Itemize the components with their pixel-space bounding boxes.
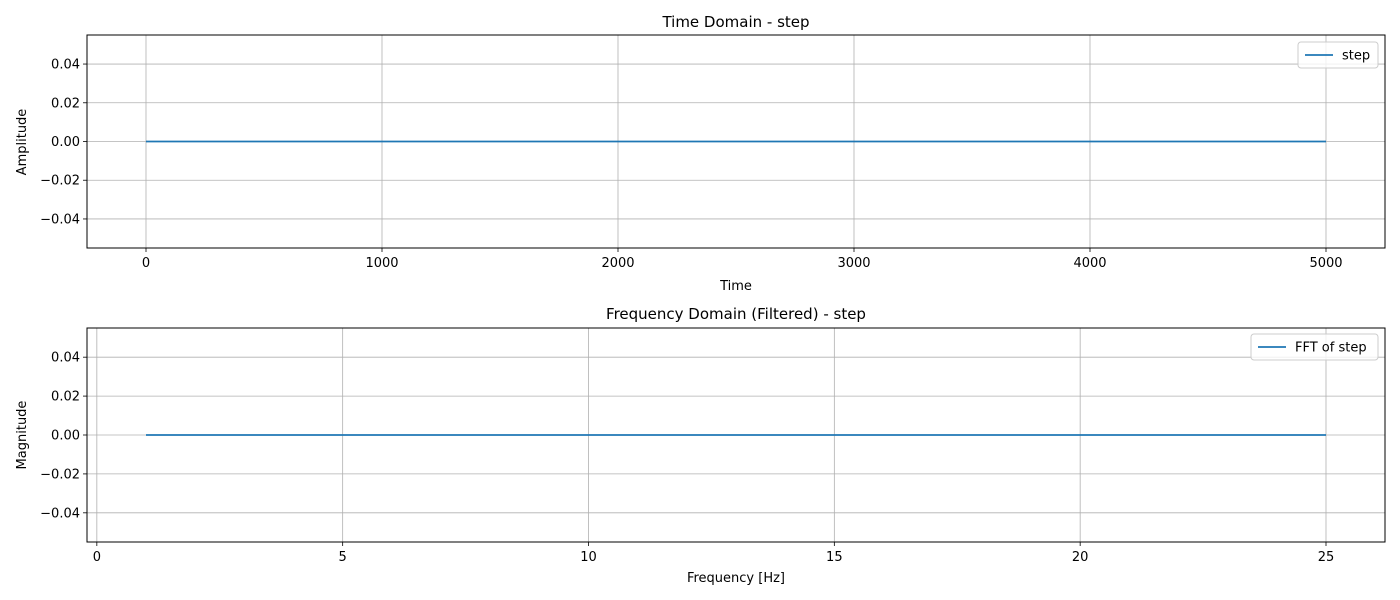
chart-title: Time Domain - step (661, 13, 809, 31)
y-axis-label: Amplitude (15, 109, 30, 176)
x-tick-label: 5 (339, 550, 347, 565)
x-ticks: 0 5 10 15 20 25 (93, 542, 1335, 565)
y-tick-label: −0.02 (40, 174, 80, 189)
y-tick-label: −0.04 (40, 506, 80, 521)
y-axis-label: Magnitude (15, 401, 30, 470)
x-tick-label: 25 (1318, 550, 1335, 565)
y-ticks: −0.04 −0.02 0.00 0.02 0.04 (40, 351, 87, 521)
legend: step (1297, 41, 1379, 69)
legend-box (1250, 333, 1379, 361)
legend-box (1297, 41, 1379, 69)
y-tick-label: 0.00 (51, 429, 80, 444)
x-axis-label: Frequency [Hz] (687, 571, 785, 586)
y-tick-label: −0.04 (40, 212, 80, 227)
x-axis-label: Time (719, 279, 752, 294)
x-tick-label: 0 (93, 550, 101, 565)
y-ticks: −0.04 −0.02 0.00 0.02 0.04 (40, 58, 87, 227)
x-tick-label: 10 (580, 550, 597, 565)
x-tick-label: 1000 (365, 256, 398, 271)
frequency-domain-chart: Frequency Domain (Filtered) - step 0 5 10 1… (15, 305, 1386, 586)
legend-label: step (1342, 49, 1370, 64)
x-tick-label: 15 (826, 550, 843, 565)
chart-title: Frequency Domain (Filtered) - step (606, 305, 866, 323)
x-tick-label: 4000 (1073, 256, 1106, 271)
time-domain-chart: Time Domain - step 0 1000 2000 3000 4000 5000… (15, 13, 1386, 294)
x-ticks: 0 1000 2000 3000 4000 5000 (142, 248, 1343, 271)
x-tick-label: 3000 (837, 256, 870, 271)
legend-label: FFT of step (1295, 341, 1367, 356)
x-tick-label: 2000 (601, 256, 634, 271)
x-tick-label: 5000 (1309, 256, 1342, 271)
y-tick-label: −0.02 (40, 467, 80, 482)
x-tick-label: 20 (1072, 550, 1089, 565)
legend: FFT of step (1250, 333, 1379, 361)
y-tick-label: 0.02 (51, 96, 80, 111)
y-tick-label: 0.04 (51, 58, 80, 73)
x-tick-label: 0 (142, 256, 150, 271)
y-tick-label: 0.02 (51, 390, 80, 405)
y-tick-label: 0.04 (51, 351, 80, 366)
y-tick-label: 0.00 (51, 135, 80, 150)
